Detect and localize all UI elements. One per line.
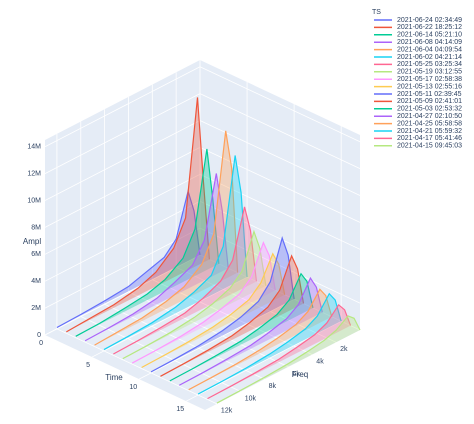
legend-label: 2021-05-17 02:58:38 bbox=[397, 76, 462, 83]
legend-label: 2021-04-17 05:41:46 bbox=[397, 135, 462, 142]
wall bbox=[200, 60, 360, 330]
legend-label: 2021-05-25 03:25:34 bbox=[397, 61, 462, 68]
grid-line bbox=[44, 93, 201, 174]
y-tick-label: 10k bbox=[245, 395, 257, 402]
legend-label: 2021-04-15 09:45:03 bbox=[397, 143, 462, 150]
legend-label: 2021-05-03 02:53:32 bbox=[397, 106, 462, 113]
floor bbox=[45, 255, 360, 410]
grid-line bbox=[44, 66, 201, 148]
y-tick-label: 4k bbox=[316, 358, 324, 365]
z-tick-label: 8M bbox=[31, 224, 41, 231]
series-line bbox=[141, 252, 286, 369]
series-line bbox=[113, 206, 258, 355]
legend-label: 2021-04-21 05:59:32 bbox=[397, 128, 462, 135]
series-line bbox=[216, 315, 361, 404]
legend-label: 2021-05-09 02:41:01 bbox=[397, 98, 462, 105]
z-tick-label: 12M bbox=[27, 170, 41, 177]
grid-line bbox=[104, 303, 265, 380]
grid-line bbox=[44, 120, 201, 201]
grid-line bbox=[175, 266, 337, 343]
grid-line bbox=[44, 173, 201, 255]
legend-label: 2021-05-11 02:39:45 bbox=[397, 91, 462, 98]
x-tick-label: 15 bbox=[176, 406, 184, 413]
series-line bbox=[169, 272, 314, 382]
grid-line bbox=[44, 147, 201, 228]
z-tick-label: 14M bbox=[27, 144, 41, 151]
z-tick-label: 4M bbox=[31, 278, 41, 285]
series-line bbox=[197, 292, 342, 395]
x-tick-label: 5 bbox=[86, 362, 90, 369]
series-line bbox=[66, 97, 211, 333]
legend-label: 2021-04-25 05:58:58 bbox=[397, 120, 462, 127]
z-tick-label: 0 bbox=[37, 332, 41, 339]
y-tick-label: 8k bbox=[269, 383, 277, 390]
x-tick-label: 10 bbox=[129, 384, 137, 391]
series-line bbox=[75, 148, 220, 337]
legend-title: TS bbox=[372, 9, 381, 16]
legend-label: 2021-06-08 04:14:09 bbox=[397, 39, 462, 46]
legend-label: 2021-06-04 04:09:54 bbox=[397, 46, 462, 53]
series-line bbox=[56, 188, 201, 329]
legend-label: 2021-06-24 02:34:49 bbox=[397, 17, 462, 24]
grid-line bbox=[199, 147, 361, 223]
legend-label: 2021-05-13 02:55:16 bbox=[397, 83, 462, 90]
legend-label: 2021-05-19 03:12:55 bbox=[397, 69, 462, 76]
grid-line bbox=[138, 298, 295, 380]
series-line bbox=[188, 288, 333, 391]
grid-line bbox=[56, 328, 218, 405]
y-tick-label: 6k bbox=[292, 371, 300, 378]
grid-line bbox=[152, 279, 313, 355]
grid-line bbox=[91, 276, 248, 358]
z-tick-label: 6M bbox=[31, 251, 41, 258]
series-line bbox=[131, 241, 276, 364]
series-line bbox=[103, 155, 248, 351]
x-axis-title: Time bbox=[105, 373, 123, 382]
grid-line bbox=[199, 173, 361, 250]
z-axis-title: Ampl bbox=[23, 237, 41, 246]
series-line bbox=[94, 130, 239, 346]
grid-line bbox=[199, 66, 361, 143]
z-tick-label: 2M bbox=[31, 305, 41, 312]
series-line bbox=[207, 303, 352, 400]
grid-line bbox=[199, 254, 361, 331]
grid-line bbox=[199, 93, 361, 169]
series-line bbox=[84, 173, 229, 342]
legend-label: 2021-06-14 05:21:10 bbox=[397, 32, 462, 39]
grid-line bbox=[199, 200, 361, 277]
y-tick-label: 12k bbox=[221, 408, 233, 415]
z-tick-label: 10M bbox=[27, 197, 41, 204]
x-tick-label: 0 bbox=[39, 340, 43, 347]
legend-label: 2021-04-27 02:10:50 bbox=[397, 113, 462, 120]
legend-label: 2021-06-22 18:25:12 bbox=[397, 24, 462, 31]
grid-line bbox=[44, 200, 201, 282]
legend-label: 2021-06-02 04:21:14 bbox=[397, 54, 462, 61]
series-line bbox=[150, 236, 295, 373]
grid-line bbox=[199, 227, 361, 304]
y-axis-title: Freq bbox=[292, 370, 308, 379]
y-tick-label: 2k bbox=[340, 346, 348, 353]
wall bbox=[45, 60, 200, 335]
series-line bbox=[178, 276, 323, 386]
